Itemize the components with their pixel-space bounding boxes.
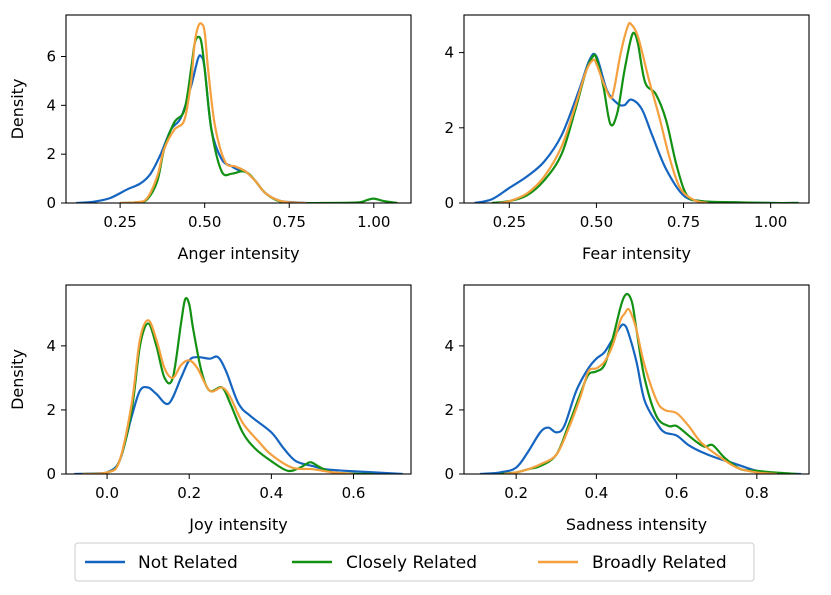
- x-tick-label: 0.2: [177, 484, 201, 502]
- kde-line-closely-related: [120, 35, 398, 203]
- y-tick-label: 4: [46, 96, 56, 114]
- x-tick-label: 0.6: [342, 484, 366, 502]
- legend-label-broadly-related: Broadly Related: [592, 553, 727, 573]
- axes-frame: [65, 284, 412, 475]
- y-tick-label: 6: [46, 48, 56, 66]
- y-tick-label: 2: [46, 145, 56, 163]
- x-tick-label: 0.25: [493, 213, 526, 231]
- x-tick-label: 0.0: [95, 484, 119, 502]
- x-tick-label: 0.2: [504, 484, 528, 502]
- y-tick-label: 2: [444, 401, 454, 419]
- x-tick-label: 0.75: [273, 213, 306, 231]
- kde-line-broadly-related: [120, 22, 307, 203]
- x-axis-label: Joy intensity: [188, 515, 287, 534]
- x-tick-label: 0.75: [667, 213, 700, 231]
- x-axis-label: Sadness intensity: [566, 515, 707, 534]
- kde-line-closely-related: [82, 297, 375, 474]
- x-tick-label: 0.4: [259, 484, 283, 502]
- legend-label-closely-related: Closely Related: [346, 553, 477, 573]
- x-tick-label: 0.8: [745, 484, 769, 502]
- x-tick-label: 1.00: [754, 213, 787, 231]
- y-tick-label: 4: [46, 337, 56, 355]
- legend-label-not-related: Not Related: [138, 553, 238, 573]
- y-tick-label: 4: [444, 337, 454, 355]
- axes-frame: [65, 14, 412, 204]
- x-axis-label: Anger intensity: [177, 244, 299, 263]
- y-tick-label: 0: [46, 194, 56, 212]
- subplot-4: 0.2 0.4 0.6 0.8 0 2 4 Sadness intensity: [444, 284, 810, 534]
- x-tick-label: 0.4: [584, 484, 608, 502]
- x-tick-label: 0.50: [580, 213, 613, 231]
- legend: Not Related Closely Related Broadly Relate…: [74, 542, 755, 582]
- y-tick-label: 0: [444, 194, 454, 212]
- y-axis-label: Density: [8, 79, 27, 140]
- kde-line-broadly-related: [498, 21, 709, 203]
- y-axis-label: Density: [8, 349, 27, 410]
- legend-box: [74, 542, 755, 582]
- axes-frame: [463, 284, 810, 475]
- y-tick-label: 0: [46, 465, 56, 483]
- subplot-3: 0.0 0.2 0.4 0.6 0 2 4 Joy intensity Density: [8, 284, 412, 534]
- x-tick-label: 0.6: [665, 484, 689, 502]
- x-tick-label: 0.25: [103, 213, 136, 231]
- y-tick-label: 4: [444, 44, 454, 62]
- kde-line-broadly-related: [82, 319, 354, 474]
- kde-line-broadly-related: [503, 307, 777, 474]
- kde-line-not-related: [479, 323, 802, 474]
- x-axis-label: Fear intensity: [582, 244, 691, 263]
- subplot-1: 0.25 0.50 0.75 1.00 0 2 4 6 Anger intensity Densi…: [8, 14, 412, 263]
- y-tick-label: 2: [444, 119, 454, 137]
- kde-line-closely-related: [499, 292, 798, 474]
- kde-line-not-related: [474, 52, 799, 203]
- x-tick-label: 0.50: [188, 213, 221, 231]
- y-tick-label: 2: [46, 401, 56, 419]
- x-tick-label: 1.00: [357, 213, 390, 231]
- axes-frame: [463, 14, 810, 204]
- kde-line-not-related: [74, 355, 403, 474]
- subplot-2: 0.25 0.50 0.75 1.00 0 2 4 Fear intensity: [444, 14, 810, 263]
- y-tick-label: 0: [444, 465, 454, 483]
